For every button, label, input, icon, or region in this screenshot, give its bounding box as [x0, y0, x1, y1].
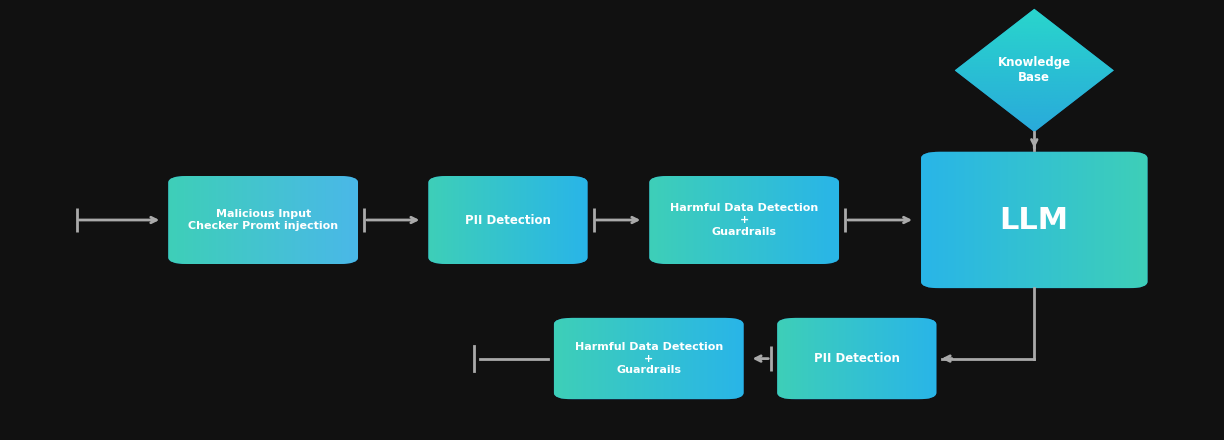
FancyBboxPatch shape [553, 318, 743, 400]
Text: Harmful Data Detection
+
Guardrails: Harmful Data Detection + Guardrails [574, 342, 723, 375]
FancyBboxPatch shape [428, 176, 588, 264]
FancyBboxPatch shape [649, 176, 838, 264]
FancyBboxPatch shape [920, 152, 1147, 288]
Text: PII Detection: PII Detection [465, 213, 551, 227]
FancyBboxPatch shape [168, 176, 357, 264]
Text: Knowledge
Base: Knowledge Base [998, 56, 1071, 84]
Text: LLM: LLM [1000, 205, 1069, 235]
Text: Harmful Data Detection
+
Guardrails: Harmful Data Detection + Guardrails [670, 203, 819, 237]
FancyBboxPatch shape [777, 318, 936, 400]
Text: PII Detection: PII Detection [814, 352, 900, 365]
Text: Malicious Input
Checker Promt injection: Malicious Input Checker Promt injection [188, 209, 338, 231]
Polygon shape [955, 9, 1114, 132]
